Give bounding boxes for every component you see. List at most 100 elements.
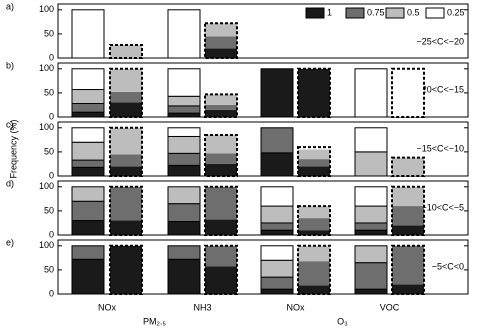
bar-segment [354,68,388,118]
bar-segment [205,163,237,176]
bar-segment [392,206,424,226]
bar-segment [298,261,330,286]
condition-label: −10<C<−5 [421,202,464,212]
bar-segment [205,135,237,154]
x-tick-label: NH3 [193,302,211,312]
bar-segment [260,127,294,154]
bar-segment [71,220,105,236]
bar-outline [204,185,238,237]
y-tick-label: 0 [49,52,54,62]
y-tick-label: 50 [44,205,54,215]
bar-segment [260,259,294,278]
x-tick-label: NOx [98,302,117,312]
y-tick-label: 50 [44,146,54,156]
bar-outline [109,67,143,118]
bar-segment [260,186,294,207]
bar-segment [392,225,424,235]
bar-segment [298,206,330,219]
bar-segment [298,147,330,150]
legend-swatch [425,7,445,19]
y-tick-label: 0 [49,111,54,121]
bar-segment [71,258,105,295]
bar-segment [205,48,237,58]
legend-label: 0.5 [407,7,420,17]
bar-outline [204,244,238,296]
panel-label: e) [6,237,14,247]
group-label: PM₂.₅ [143,316,166,326]
bar-outline [391,156,425,178]
y-axis-label: Frequency (%) [8,119,18,178]
bar-segment [205,109,237,117]
group-label: O₃ [337,316,348,326]
y-tick-label: 100 [39,63,54,73]
bar-segment [167,245,201,260]
y-tick-label: 50 [44,87,54,97]
panel-label: c) [6,119,14,129]
bar-outline [204,22,238,60]
bar-outline [391,244,425,296]
bar-segment [392,186,424,207]
bar-segment [110,44,142,58]
bar-segment [71,186,105,202]
bar-segment [167,186,201,205]
bar-segment [205,94,237,105]
bar-segment [110,102,142,117]
bar-segment [71,9,105,59]
bar-segment [205,153,237,164]
bar-outline [391,185,425,237]
bar-segment [260,245,294,261]
bar-segment [167,127,201,137]
bar-segment [205,219,237,235]
bar-segment [260,229,294,236]
bar-segment [110,220,142,235]
bar-segment [354,151,388,177]
bar-segment [354,205,388,224]
bar-segment [110,186,142,221]
bar-outline [297,146,331,177]
y-tick-label: 100 [39,4,54,14]
panel-label: b) [6,60,14,70]
bar-segment [260,276,294,290]
bar-outline [204,93,238,119]
y-tick-label: 50 [44,264,54,274]
bar-segment [167,9,201,59]
bar-segment [71,111,105,118]
bar-segment [167,164,201,177]
y-tick-label: 0 [49,288,54,298]
bar-segment [354,127,388,153]
bar-segment [354,245,388,264]
bar-segment [167,105,201,114]
panel-label: a) [6,1,14,11]
bar-segment [205,36,237,49]
bar-segment [260,288,294,295]
x-tick-label: VOC [380,302,400,312]
bar-outline [391,67,425,118]
bar-segment [392,284,424,294]
bar-segment [71,127,105,143]
bar-segment [354,229,388,236]
bar-segment [298,159,330,167]
bar-segment [71,141,105,161]
legend-swatch [305,7,325,19]
condition-label: −25<C<−20 [416,36,464,46]
bar-segment [205,104,237,110]
bar-outline [109,43,143,60]
bar-segment [354,222,388,231]
bar-segment [167,221,201,236]
bar-segment [167,258,201,295]
bar-segment [298,218,330,231]
y-tick-label: 100 [39,240,54,250]
bar-segment [298,230,330,235]
bar-segment [167,135,201,154]
bar-segment [71,200,105,222]
bar-segment [205,186,237,220]
bar-outline [109,185,143,237]
y-tick-label: 100 [39,181,54,191]
bar-outline [109,244,143,296]
bar-outline [297,67,331,118]
y-tick-label: 0 [49,229,54,239]
condition-label: −15<C<−10 [416,143,464,153]
bar-segment [205,23,237,37]
bar-outline [297,244,331,296]
